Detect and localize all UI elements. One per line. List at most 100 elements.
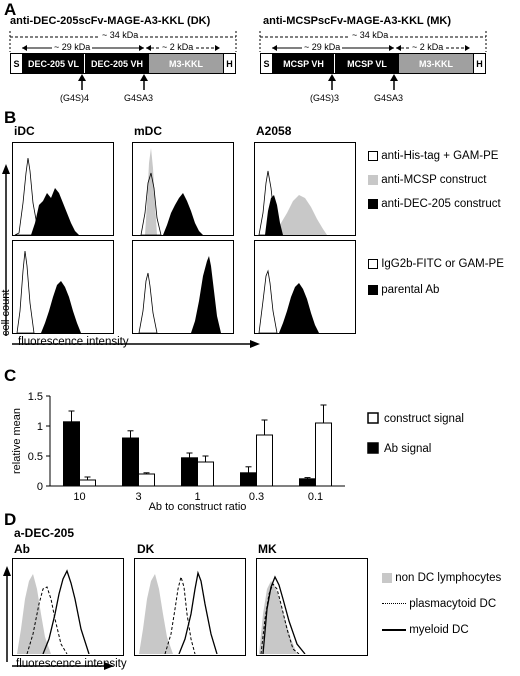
linker1-label-dk: (G4S)4	[60, 93, 90, 103]
legend-item-plasmacytoid: plasmacytoid DC	[382, 598, 496, 610]
his-tag-segment: H	[223, 54, 235, 73]
histogram-mdc-construct	[132, 142, 234, 236]
construct-bar-mk: S MCSP VH MCSP VL M3-KKL H	[260, 53, 486, 74]
tag-kda-label-dk: ~ 2 kDa	[160, 42, 196, 52]
legend-label: myeloid DC	[409, 624, 469, 636]
legend-item-his-tag: anti-His-tag + GAM-PE	[368, 150, 498, 162]
x-axis-label: Ab to construct ratio	[149, 501, 247, 510]
legend-label: IgG2b-FITC or GAM-PE	[381, 258, 504, 270]
column-title-a2058: A2058	[256, 124, 292, 138]
histogram-plot	[17, 569, 90, 655]
legend-swatch-open	[368, 150, 378, 161]
histogram-a2058-parental	[254, 240, 356, 334]
histogram-d-mk	[256, 558, 368, 656]
tag-kda-label-mk: ~ 2 kDa	[410, 42, 446, 52]
column-title-dk: DK	[137, 542, 155, 556]
signal-peptide-segment: S	[261, 54, 273, 73]
signal-peptide-segment: S	[11, 54, 23, 73]
histogram-plot	[258, 170, 327, 236]
legend-swatch	[367, 442, 379, 454]
bar	[63, 421, 80, 487]
legend-item-non-dc: non DC lymphocytes	[382, 572, 501, 584]
histogram-idc-parental	[12, 240, 114, 334]
histogram-plot	[14, 157, 79, 236]
y-axis-label: relative mean	[11, 408, 23, 474]
legend-label: anti-DEC-205 construct	[381, 198, 501, 210]
column-title-ab: Ab	[14, 542, 30, 556]
histogram-plot	[138, 256, 221, 334]
m3-kkl-segment: M3-KKL	[399, 54, 473, 73]
linker1-label-mk: (G4S)3	[310, 93, 340, 103]
m3-kkl-segment: M3-KKL	[149, 54, 223, 73]
legend-label: Ab signal	[384, 443, 431, 455]
legend-swatch-gray	[382, 572, 392, 583]
bar	[197, 461, 214, 487]
legend-line-dashed	[382, 603, 406, 605]
column-title-mdc: mDC	[134, 124, 163, 138]
panel-b-axes	[2, 164, 260, 348]
scfv-kda-label-mk: ~ 29 kDa	[302, 42, 343, 52]
x-axis-label-fluorescence-d: fluorescence intensity	[16, 658, 127, 670]
panel-label-b: B	[4, 108, 17, 127]
legend-label: anti-MCSP construct	[381, 174, 487, 186]
legend-label: parental Ab	[381, 284, 440, 296]
legend-swatch	[367, 412, 379, 424]
bar	[256, 434, 273, 487]
x-tick-label: 0.1	[308, 491, 323, 503]
legend-swatch-gray	[368, 174, 378, 185]
legend-swatch-open	[368, 258, 378, 269]
histogram-a2058-construct	[254, 142, 356, 236]
legend-item-parental: parental Ab	[368, 284, 439, 296]
vl-segment: MCSP VL	[335, 54, 399, 73]
linker2-label-dk: G4SA3	[124, 93, 154, 103]
histogram-d-dk	[134, 558, 246, 656]
total-kda-label-dk: ~ 34 kDa	[100, 30, 141, 40]
y-tick-label: 0.5	[28, 451, 43, 463]
panel-label-a: A	[4, 0, 17, 19]
construct-bar-dk: S DEC-205 VL DEC-205 VH M3-KKL H	[10, 53, 236, 74]
y-tick-label: 1.5	[28, 391, 43, 403]
legend-swatch-black	[368, 284, 378, 295]
bar	[299, 478, 316, 487]
y-tick-label: 1	[37, 421, 43, 433]
legend-swatch-black	[368, 198, 378, 209]
construct-title-mk: anti-MCSPscFv-MAGE-A3-KKL (MK)	[263, 15, 452, 27]
histogram-plot	[259, 575, 306, 655]
histogram-plot	[139, 570, 218, 655]
histogram-plot	[140, 148, 203, 236]
legend-item-anti-dec205: anti-DEC-205 construct	[368, 198, 501, 210]
legend-item-anti-mcsp: anti-MCSP construct	[368, 174, 486, 186]
legend-label: non DC lymphocytes	[395, 572, 502, 584]
total-kda-label-mk: ~ 34 kDa	[350, 30, 391, 40]
legend-item-isotype: IgG2b-FITC or GAM-PE	[368, 258, 504, 270]
x-axis-label-fluorescence-b: fluorescence intensity	[18, 336, 129, 348]
histogram-plot	[258, 269, 319, 334]
vh-segment: DEC-205 VH	[85, 54, 149, 73]
x-tick-label: 3	[135, 491, 141, 503]
panel-label-d: D	[4, 510, 17, 529]
vl-segment: DEC-205 VL	[23, 54, 85, 73]
linker2-label-mk: G4SA3	[374, 93, 404, 103]
construct-title-dk: anti-DEC-205scFv-MAGE-A3-KKL (DK)	[10, 15, 211, 27]
legend-line-solid	[382, 628, 406, 631]
bar	[181, 457, 198, 487]
histogram-plot	[16, 250, 81, 334]
his-tag-segment: H	[473, 54, 485, 73]
x-tick-label: 1	[194, 491, 200, 503]
legend-item-myeloid: myeloid DC	[382, 624, 469, 636]
histogram-d-ab	[12, 558, 124, 656]
bar-chart: 0 0.5 1 1.5 relative mean 10 3 1 0.3 0.1 Ab to con…	[11, 391, 464, 510]
bar	[122, 437, 139, 487]
panel-label-c: C	[4, 366, 17, 385]
column-title-mk: MK	[258, 542, 277, 556]
panel-d-axes	[3, 566, 114, 670]
legend-label: anti-His-tag + GAM-PE	[381, 150, 499, 162]
bar	[138, 473, 155, 487]
histogram-idc-construct	[12, 142, 114, 236]
bar	[240, 472, 257, 487]
scfv-kda-label-dk: ~ 29 kDa	[52, 42, 93, 52]
x-tick-label: 0.3	[249, 491, 264, 503]
legend-label: plasmacytoid DC	[409, 598, 497, 610]
bar	[315, 422, 332, 487]
vh-segment: MCSP VH	[273, 54, 335, 73]
